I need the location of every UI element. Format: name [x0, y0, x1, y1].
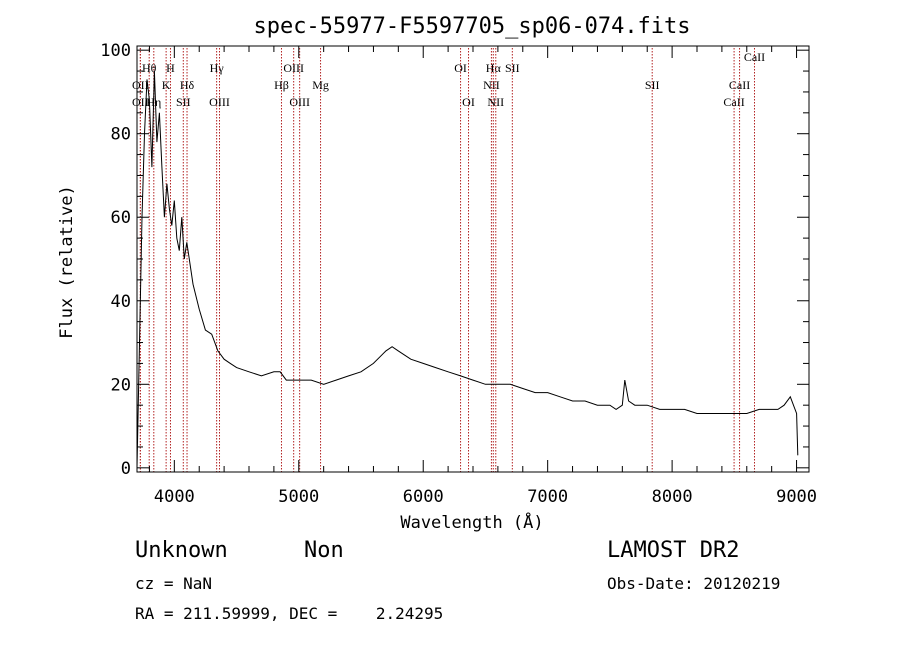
x-tick-label: 8000: [652, 487, 693, 507]
class-label: Unknown: [135, 538, 228, 563]
y-axis-label: Flux (relative): [57, 185, 77, 339]
line-marker-label: CaII: [723, 95, 744, 109]
line-marker-label: Hβ: [274, 78, 289, 92]
axis-ticks: 4000 5000 6000 7000 8000 9000 0 20 40 60 80 100: [100, 41, 817, 507]
line-marker-label: OII: [132, 95, 149, 109]
subclass-label: Non: [304, 538, 344, 563]
line-marker-label: OI: [454, 61, 467, 75]
line-marker-label: CaII: [729, 78, 750, 92]
chart-title: spec-55977-F5597705_sp06-074.fits: [253, 14, 690, 39]
line-marker-label: OIII: [283, 61, 304, 75]
line-marker-label: K: [162, 78, 171, 92]
x-tick-label: 9000: [776, 487, 817, 507]
line-marker-label: SII: [505, 61, 520, 75]
x-tick-label: 7000: [527, 487, 568, 507]
radec-label: RA = 211.59999, DEC = 2.24295: [135, 604, 444, 623]
line-marker-label: NII: [483, 78, 500, 92]
plot-frame: [136, 45, 810, 473]
line-marker-label: SII: [645, 78, 660, 92]
obs-date-label: Obs-Date: 20120219: [607, 574, 781, 593]
y-tick-label: 0: [121, 459, 131, 479]
y-tick-label: 20: [111, 375, 131, 395]
line-markers: OIIOIIHθHηKHSIIHδHγOIIIHβOIIIOIIIMgOIOIN…: [132, 48, 765, 472]
x-tick-label: 6000: [403, 487, 444, 507]
line-marker-label: NII: [487, 95, 504, 109]
line-marker-label: OIII: [209, 95, 230, 109]
line-marker-label: Hα: [486, 61, 502, 75]
y-tick-label: 60: [111, 208, 131, 228]
y-tick-label: 80: [111, 125, 131, 145]
line-marker-label: Hγ: [210, 61, 225, 75]
line-marker-label: OIII: [289, 95, 310, 109]
line-marker-label: Mg: [312, 78, 329, 92]
survey-label: LAMOST DR2: [607, 538, 740, 563]
x-tick-label: 4000: [154, 487, 195, 507]
line-marker-label: H: [166, 61, 175, 75]
line-marker-label: CaII: [744, 50, 765, 64]
y-tick-label: 40: [111, 292, 131, 312]
x-axis-label: Wavelength (Å): [400, 511, 543, 533]
line-marker-label: Hδ: [180, 78, 195, 92]
cz-label: cz = NaN: [135, 574, 213, 593]
line-marker-label: Hθ: [142, 61, 157, 75]
line-marker-label: OI: [462, 95, 475, 109]
x-tick-label: 5000: [278, 487, 319, 507]
line-marker-label: SII: [176, 95, 191, 109]
spectrum-line: [136, 71, 799, 468]
y-tick-label: 100: [100, 41, 131, 61]
